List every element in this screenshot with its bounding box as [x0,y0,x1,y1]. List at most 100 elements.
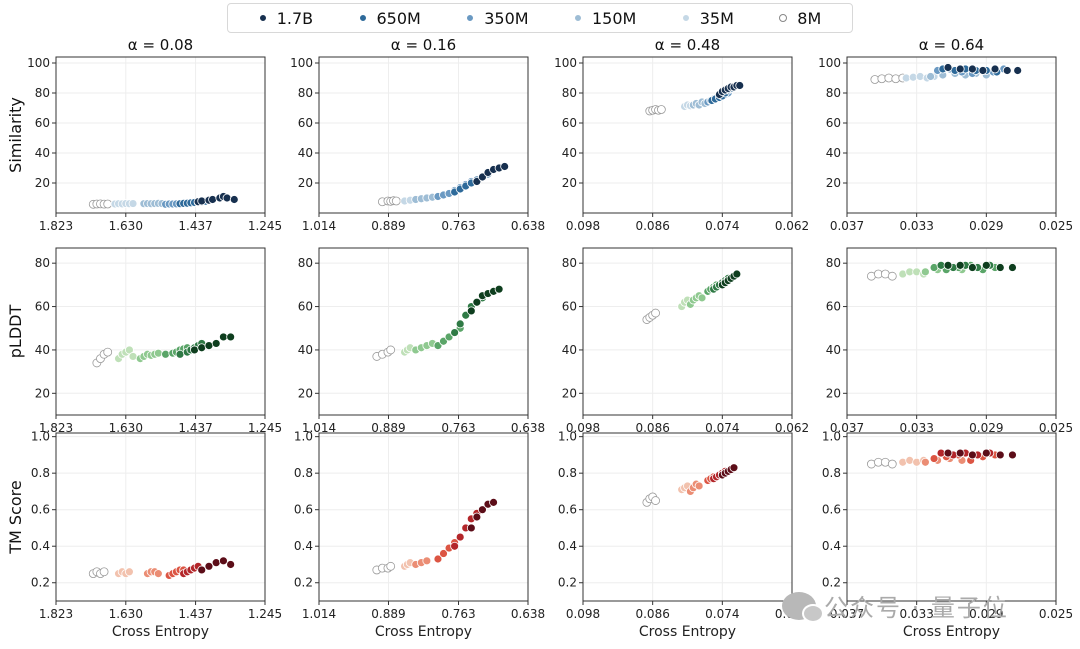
data-point-35m [128,352,138,361]
x-tick-label: 0.025 [1039,219,1073,233]
data-point-650m [450,541,460,551]
y-tick-label: 1.0 [294,430,313,444]
y-tick-label: 0.8 [822,466,841,480]
x-axis-label: Cross Entropy [903,624,1000,640]
data-point-1.7b [732,269,742,279]
legend-marker [573,14,582,22]
panel-frame [582,56,793,214]
y-tick-label: 80 [826,86,841,100]
data-point-1.7b [204,341,214,350]
x-tick-label: 1.437 [178,219,212,233]
x-tick-label: 1.437 [178,421,212,435]
data-point-650m [175,349,185,359]
data-point-1.7b [226,560,236,569]
x-tick-label: 1.823 [39,219,73,233]
x-tick-label: 0.037 [830,607,864,621]
y-tick-label: 60 [35,116,50,130]
data-point-1.7b [222,193,232,203]
data-point-1.7b [981,448,991,458]
data-point-1.7b [211,339,221,348]
y-tick-label: 40 [298,146,313,160]
data-point-1.7b [229,195,239,204]
data-point-150m [153,569,163,579]
legend-label: 8M [797,8,822,28]
y-tick-label: 0.2 [558,576,577,590]
data-point-8m [651,308,660,318]
data-point-35m [128,199,138,208]
data-point-1.7b [500,162,510,171]
data-point-8m [887,459,897,469]
x-tick-label: 0.889 [371,219,405,233]
x-tick-label: 0.889 [371,607,405,621]
panel-title: α = 0.48 [655,36,720,54]
y-tick-label: 0.4 [822,539,841,553]
x-tick-label: 0.086 [635,607,669,621]
y-tick-label: 20 [298,176,313,190]
y-tick-label: 60 [298,116,313,130]
x-tick-label: 1.437 [178,607,212,621]
panel-frame [318,432,529,602]
y-tick-label: 40 [826,146,841,160]
panel-title: α = 0.08 [128,36,193,54]
y-tick-label: 20 [298,386,313,400]
data-point-1.7b [968,64,977,74]
data-point-1.7b [943,448,953,458]
data-point-1.7b [995,263,1005,272]
panel-frame [582,247,793,416]
y-tick-label: 20 [562,176,577,190]
y-axis-label: TM Score [6,480,25,554]
data-point-8m [99,567,109,577]
data-point-1.7b [1008,263,1017,272]
x-tick-label: 0.638 [511,607,545,621]
panel-title: α = 0.64 [919,36,984,54]
y-tick-label: 0.2 [294,576,313,590]
data-point-8m [656,105,666,114]
x-tick-label: 0.025 [1039,607,1073,621]
y-tick-label: 0.4 [31,539,50,553]
x-tick-label: 0.025 [1039,421,1073,435]
data-point-8m [887,271,897,281]
data-point-1.7b [226,332,236,342]
data-point-1.7b [190,345,199,355]
legend-marker [358,14,367,22]
data-point-8m [651,496,660,505]
panel-frame [846,247,1057,416]
data-point-1.7b [981,260,991,270]
y-axis-label: pLDDT [6,305,25,359]
data-point-8m [386,345,396,355]
legend-marker [779,14,788,22]
data-point-150m [920,457,930,467]
y-tick-label: 0.6 [558,503,577,517]
wechat-icon [782,591,824,623]
data-point-150m [422,556,432,566]
y-tick-label: 60 [35,300,50,314]
x-tick-label: 0.098 [566,421,600,435]
data-point-150m [920,267,930,277]
x-tick-label: 1.245 [248,219,282,233]
data-point-1.7b [466,306,476,316]
data-point-1.7b [968,450,977,460]
legend-item-150m: 150M [573,9,636,28]
data-point-1.7b [219,332,228,342]
panel-frame [582,432,793,602]
data-point-350m [439,549,448,558]
x-tick-label: 0.638 [511,421,545,435]
y-tick-label: 20 [35,176,50,190]
data-point-1.7b [472,297,482,307]
data-point-1.7b [735,81,745,90]
data-point-1.7b [729,463,739,473]
y-tick-label: 40 [562,146,577,160]
data-point-1.7b [211,558,221,568]
x-tick-label: 0.037 [830,219,864,233]
panel-frame [55,247,266,416]
panel-frame [846,432,1057,602]
x-tick-label: 1.823 [39,421,73,435]
x-tick-label: 1.823 [39,607,73,621]
legend-item-350m: 350M [466,9,529,28]
data-point-150m [926,72,935,81]
y-tick-label: 100 [290,56,313,70]
y-tick-label: 40 [35,343,50,357]
panel-frame [318,247,529,416]
y-tick-label: 60 [562,300,577,314]
